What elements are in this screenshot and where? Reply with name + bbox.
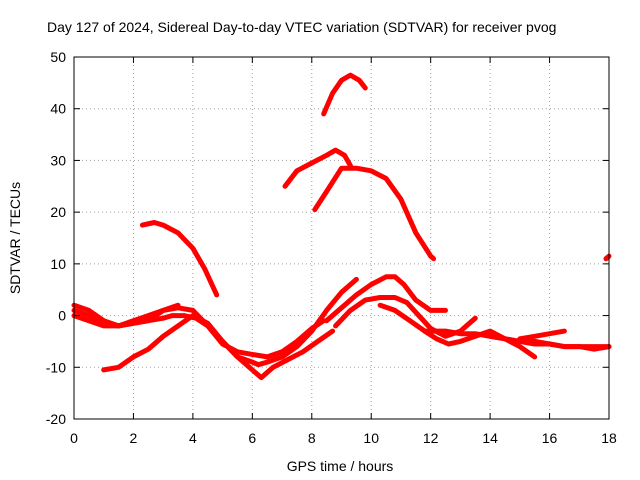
y-tick-label: 10	[50, 256, 66, 272]
x-tick-label: 8	[308, 430, 316, 446]
chart-title: Day 127 of 2024, Sidereal Day-to-day VTE…	[47, 19, 556, 35]
series-arc-14	[487, 333, 612, 352]
series-arc-11	[324, 274, 448, 324]
x-tick-label: 12	[423, 430, 439, 446]
y-tick-label: 0	[58, 308, 66, 324]
series-arc-8	[321, 72, 368, 117]
series-arc-6	[282, 147, 353, 189]
x-tick-label: 0	[70, 430, 78, 446]
y-tick-label: 50	[50, 49, 66, 65]
y-tick-label: 40	[50, 101, 66, 117]
y-tick-label: -20	[46, 411, 66, 427]
series-group	[71, 72, 612, 381]
x-tick-label: 10	[363, 430, 379, 446]
x-tick-label: 18	[601, 430, 617, 446]
series-arc-15	[517, 328, 567, 342]
y-tick-label: 20	[50, 204, 66, 220]
series-arc-7	[312, 165, 437, 262]
grid	[74, 57, 609, 419]
y-axis: 50 40 30 20 10 0 -10 -20	[46, 49, 609, 427]
x-axis: 0 2 4 6 8 10 12 14 16 18	[70, 57, 617, 446]
x-tick-label: 6	[248, 430, 256, 446]
x-tick-label: 16	[542, 430, 558, 446]
series-arc-4	[101, 313, 285, 373]
series-arc-9	[279, 276, 359, 360]
x-tick-label: 2	[130, 430, 138, 446]
y-tick-label: 30	[50, 152, 66, 168]
x-tick-label: 4	[189, 430, 197, 446]
y-axis-title: SDTVAR / TECUs	[7, 182, 23, 294]
x-axis-title: GPS time / hours	[287, 458, 394, 474]
plot-frame	[73, 56, 610, 420]
series-arc-5	[139, 220, 220, 298]
y-tick-label: -10	[46, 359, 66, 375]
series-arc-10	[333, 295, 478, 339]
x-tick-label: 14	[482, 430, 498, 446]
series-arc-3	[71, 302, 181, 329]
